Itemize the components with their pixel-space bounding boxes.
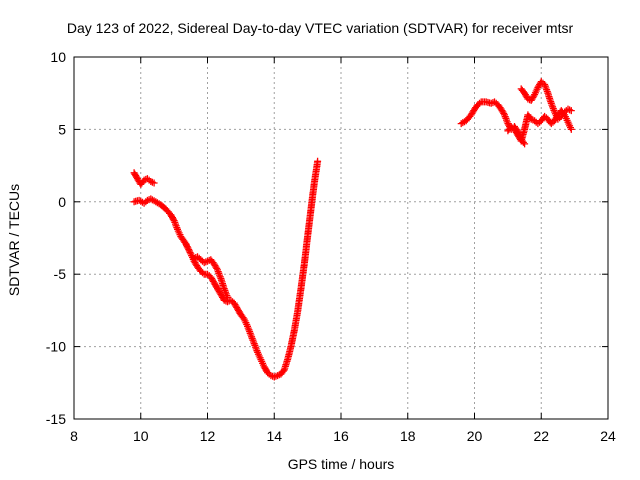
- x-tick-label: 18: [400, 428, 416, 444]
- ticks: 8 10 12 14 16 18 20 22 24 -15 -10 -5 0 5 10: [46, 49, 616, 444]
- data-point: [142, 175, 150, 183]
- series-mtsr-mid-branch: [190, 253, 231, 301]
- data-point: [279, 367, 287, 375]
- data-point: [567, 125, 575, 133]
- x-tick-label: 14: [266, 428, 282, 444]
- x-tick-label: 10: [133, 428, 149, 444]
- data-point: [270, 373, 278, 381]
- x-axis-label: GPS time / hours: [287, 456, 395, 472]
- x-tick-label: 16: [333, 428, 349, 444]
- x-tick-label: 22: [533, 428, 549, 444]
- x-tick-label: 24: [600, 428, 616, 444]
- data-point: [224, 293, 231, 301]
- y-tick-label: 10: [50, 49, 66, 65]
- data-point: [200, 259, 208, 267]
- data-point: [150, 179, 158, 187]
- data-point: [564, 105, 572, 113]
- grid: [74, 57, 608, 419]
- y-tick-label: -10: [46, 339, 66, 355]
- series-mtsr-evening-a: [457, 98, 529, 148]
- x-tick-label: 8: [70, 428, 78, 444]
- x-tick-label: 12: [200, 428, 216, 444]
- data-point: [169, 215, 177, 223]
- data-point: [147, 178, 155, 185]
- y-tick-label: -15: [46, 411, 66, 427]
- data-point: [186, 249, 194, 256]
- x-tick-label: 20: [467, 428, 483, 444]
- series-mtsr-lower-branch: [130, 157, 322, 381]
- series-mtsr-evening-c: [504, 107, 575, 145]
- data-point: [567, 107, 575, 115]
- data-point: [213, 264, 221, 272]
- data-point: [314, 157, 322, 165]
- data-point: [500, 110, 508, 117]
- y-tick-label: 0: [58, 194, 66, 210]
- data-marks: [130, 78, 575, 381]
- data-point: [489, 99, 497, 107]
- y-tick-label: 5: [58, 121, 66, 137]
- series-mtsr-upper-branch: [130, 169, 158, 188]
- y-tick-label: -5: [54, 266, 67, 282]
- chart-title: Day 123 of 2022, Sidereal Day-to-day VTE…: [66, 20, 574, 36]
